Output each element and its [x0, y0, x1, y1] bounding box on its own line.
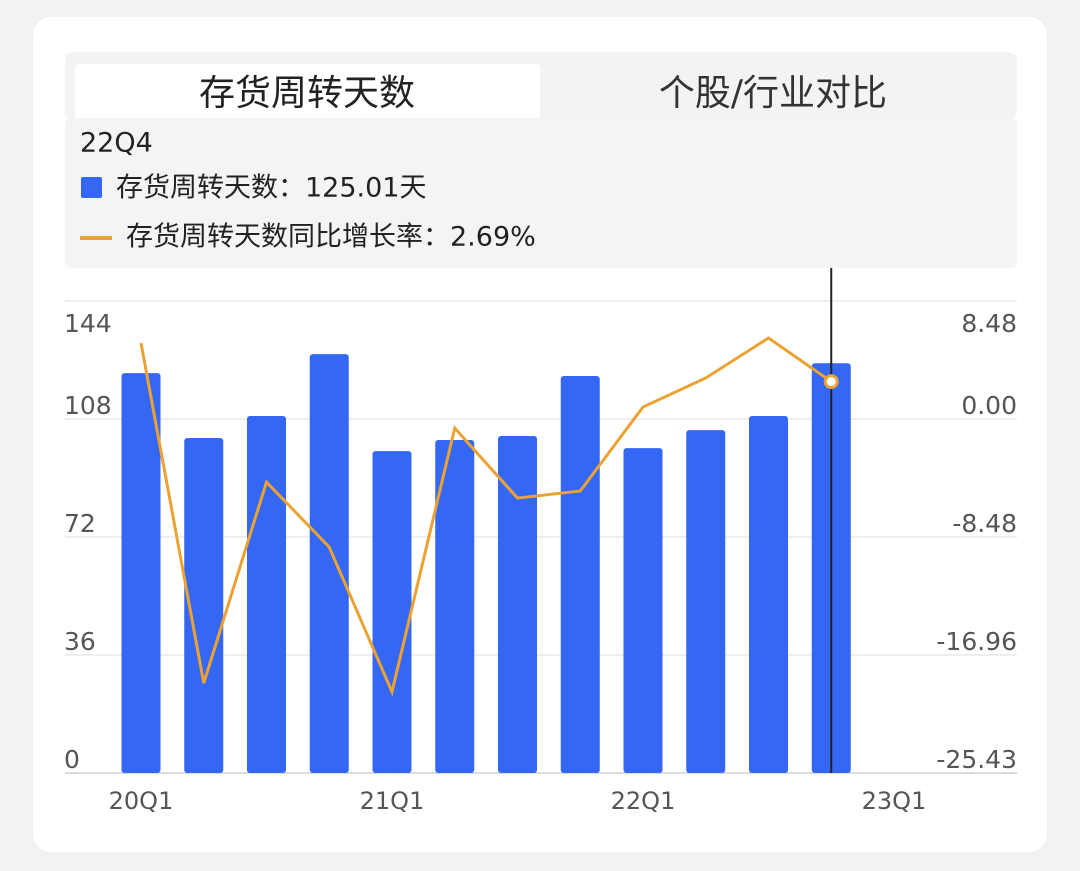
x-tick-label: 23Q1 [862, 787, 927, 815]
y-tick-label: 144 [64, 309, 112, 338]
x-tick-label: 22Q1 [611, 787, 676, 815]
tooltip-item: 存货周转天数：125.01天 [116, 173, 426, 204]
tooltip-marker [80, 236, 112, 240]
bar [498, 436, 537, 773]
tooltip-marker [81, 177, 102, 198]
bar [247, 416, 286, 773]
y2-tick-label: 0.00 [961, 391, 1017, 420]
highlight-point [823, 374, 839, 390]
y-tick-label: 72 [64, 509, 96, 538]
y-tick-label: 0 [64, 745, 80, 774]
bar [184, 438, 224, 773]
y2-tick-label: -16.96 [936, 627, 1017, 656]
tooltip-title: 22Q4 [80, 128, 153, 159]
y-tick-label: 108 [64, 391, 112, 420]
bar [372, 451, 412, 773]
bar [686, 430, 726, 773]
tab-selected[interactable] [75, 64, 540, 120]
bar [121, 373, 161, 773]
bar [435, 439, 475, 773]
bar [560, 376, 600, 773]
y2-tick-label: 8.48 [961, 309, 1017, 338]
tooltip [65, 118, 1017, 268]
bar [309, 354, 349, 773]
x-tick-label: 20Q1 [109, 787, 174, 815]
bar [623, 448, 663, 773]
y2-tick-label: -8.48 [952, 509, 1017, 538]
y2-tick-label: -25.43 [936, 745, 1017, 774]
tab[interactable]: 存货周转天数 [199, 73, 415, 114]
x-tick-label: 21Q1 [360, 787, 425, 815]
bar [749, 416, 788, 773]
tooltip-item: 存货周转天数同比增长率：2.69% [126, 222, 536, 253]
tab[interactable]: 个股/行业对比 [659, 73, 887, 114]
y-tick-label: 36 [64, 627, 96, 656]
line [139, 336, 833, 697]
plot: 0 36 72 108 144 -25.43 -16.96 -8.48 0.00 8.48 20Q1… [64, 268, 1017, 815]
